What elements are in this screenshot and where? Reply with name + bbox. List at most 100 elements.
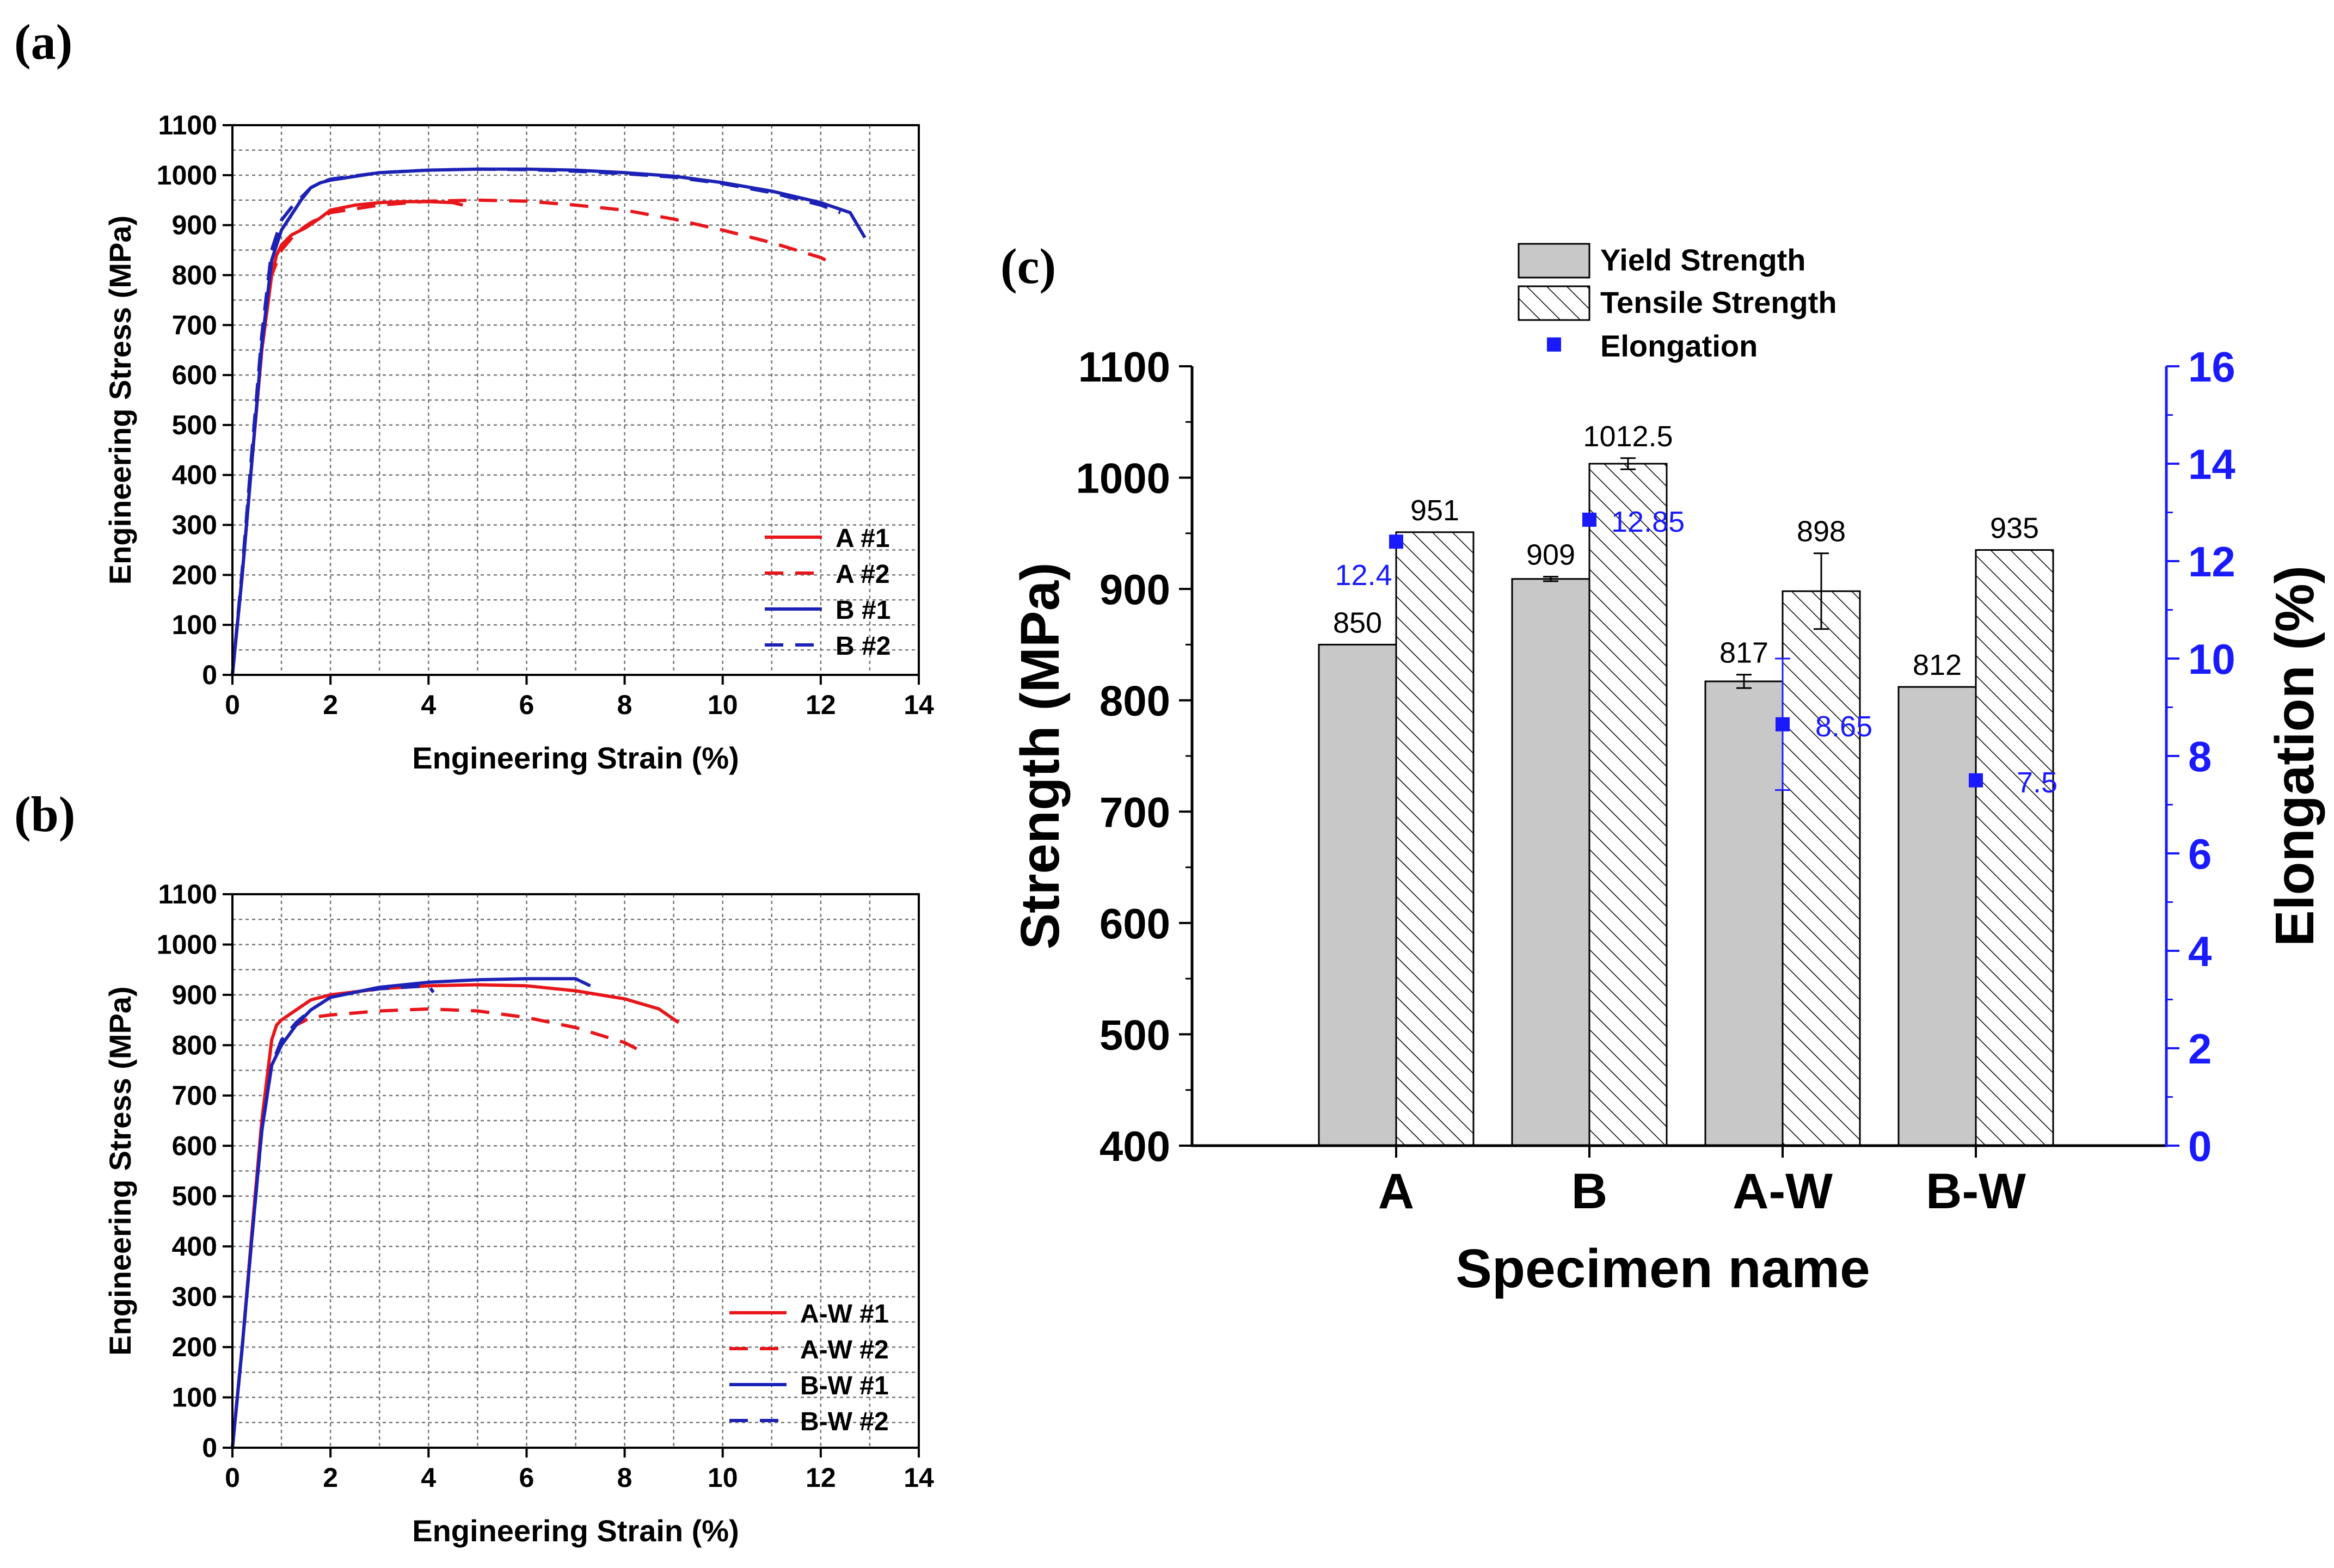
pa-series-1-line — [231, 198, 837, 675]
legend-tensile-swatch — [1518, 285, 1590, 321]
left-tick-label: 1100 — [1078, 343, 1170, 391]
pa-y-tick-label: 1100 — [158, 110, 217, 140]
pb-y-tick-label: 800 — [172, 1030, 217, 1060]
panel-a-plot-frame — [231, 124, 920, 676]
right-tick-label: 2 — [2188, 1025, 2212, 1073]
pa-series-2-line — [231, 167, 867, 675]
panel-a-series-lines — [231, 167, 867, 675]
left-tick-label: 700 — [1100, 788, 1170, 836]
yield-value-label-3: 812 — [1913, 649, 1962, 681]
yield-value-label-2: 817 — [1719, 637, 1768, 669]
pa-x-tick-label: 2 — [323, 690, 338, 720]
pa-x-tick-label: 4 — [421, 690, 436, 720]
yield-bar-1 — [1511, 578, 1590, 1147]
pa-x-tick-label: 10 — [708, 690, 738, 720]
legend-elongation-swatch — [1547, 337, 1561, 352]
pb-x-tick-label: 0 — [225, 1462, 240, 1493]
pa-x-tick-label: 0 — [225, 690, 240, 720]
panel-c-x-axis-label: Specimen name — [1455, 1238, 1870, 1299]
pb-legend-label-3: B-W #2 — [800, 1407, 889, 1436]
right-tick-label: 4 — [2188, 927, 2212, 975]
pb-x-tick-label: 10 — [708, 1462, 738, 1493]
tensile-value-label-0: 951 — [1410, 494, 1459, 527]
panel-c-strength-bar-chart: 85095112.49091012.512.858178988.65812935… — [1010, 243, 2325, 1299]
pa-y-tick-label: 300 — [172, 510, 217, 540]
panel-a-x-axis-label: Engineering Strain (%) — [412, 741, 739, 775]
panel-a-grid — [232, 125, 919, 675]
pa-y-tick-label: 600 — [172, 360, 217, 390]
right-tick-label: 6 — [2188, 830, 2212, 878]
panel-a-y-tick-labels: 0 100 200 300 400 500 600 700 800 900 1000 1100 — [157, 110, 232, 690]
right-tick-label: 8 — [2188, 733, 2212, 780]
pa-y-tick-label: 800 — [172, 260, 217, 290]
pa-x-tick-label: 6 — [519, 690, 535, 720]
tensile-bar-2 — [1782, 590, 1861, 1147]
panel-c-elongation-points — [1389, 512, 1983, 788]
panel-a-y-axis-label: Engineering Stress (MPa) — [103, 216, 137, 585]
elongation-point-0 — [1389, 534, 1403, 549]
yield-bar-3 — [1897, 686, 1977, 1147]
panel-b-stress-strain-chart: 0 2 4 6 8 10 12 14 0 100 200 300 400 500 600 700 800 900… — [103, 879, 934, 1548]
pa-y-tick-label: 1000 — [157, 160, 217, 190]
pb-y-tick-label: 700 — [172, 1080, 217, 1111]
panel-c-label: (c) — [1000, 238, 1056, 294]
elongation-point-3 — [1969, 773, 1983, 788]
pb-y-tick-label: 0 — [202, 1432, 217, 1463]
left-tick-label: 600 — [1100, 900, 1170, 948]
panel-b-y-tick-labels: 0 100 200 300 400 500 600 700 800 900 1000 1100 — [157, 879, 232, 1463]
pb-series-1-line — [231, 1007, 640, 1448]
panel-c-left-axis-label: Strength (MPa) — [1010, 562, 1071, 949]
left-tick-label: 400 — [1100, 1122, 1170, 1170]
pb-x-tick-label: 14 — [904, 1462, 934, 1493]
legend-yield-swatch — [1518, 243, 1590, 279]
elongation-value-label-3: 7.5 — [2017, 766, 2057, 799]
legend-label-0: Yield Strength — [1600, 243, 1806, 277]
category-label-3: B-W — [1926, 1164, 2026, 1219]
yield-value-label-0: 850 — [1333, 606, 1382, 639]
pa-y-tick-label: 500 — [172, 410, 217, 440]
panel-c-right-axis-label: Elongation (%) — [2264, 565, 2325, 946]
pb-y-tick-label: 200 — [172, 1332, 217, 1362]
elongation-point-2 — [1776, 717, 1790, 731]
pa-legend-label-3: B #2 — [836, 632, 890, 661]
pb-x-tick-label: 12 — [806, 1462, 836, 1493]
pb-y-tick-label: 900 — [172, 980, 217, 1010]
panel-b-y-axis-label: Engineering Stress (MPa) — [103, 986, 137, 1355]
pa-legend-label-0: A #1 — [836, 524, 890, 553]
left-tick-label: 1000 — [1076, 454, 1170, 502]
right-tick-label: 16 — [2188, 343, 2235, 391]
panel-b-label: (b) — [14, 786, 75, 842]
elongation-value-label-2: 8.65 — [1815, 710, 1872, 743]
pb-legend-label-2: B-W #1 — [800, 1372, 889, 1400]
pa-series-3-line — [231, 167, 841, 675]
panel-b-legend: A-W #1 A-W #2 B-W #1 B-W #2 — [729, 1300, 889, 1436]
pa-y-tick-label: 0 — [202, 660, 217, 690]
tensile-value-label-2: 898 — [1797, 515, 1846, 548]
right-tick-label: 12 — [2188, 538, 2235, 586]
pa-x-tick-label: 12 — [806, 690, 836, 720]
pb-series-2-line — [231, 977, 591, 1448]
pb-y-tick-label: 400 — [172, 1231, 217, 1262]
yield-bar-2 — [1704, 680, 1784, 1147]
panel-c-bars — [1318, 463, 2054, 1147]
pb-x-tick-label: 8 — [617, 1462, 632, 1493]
pb-y-tick-label: 100 — [172, 1382, 217, 1413]
legend-label-2: Elongation — [1600, 329, 1758, 363]
pa-y-tick-label: 700 — [172, 310, 217, 340]
category-label-1: B — [1571, 1164, 1607, 1219]
pb-y-tick-label: 1100 — [158, 879, 217, 909]
pa-y-tick-label: 100 — [172, 610, 217, 640]
pb-y-tick-label: 600 — [172, 1130, 217, 1161]
panel-c-right-tick-labels: 0 2 4 6 8 10 12 14 16 — [2166, 343, 2235, 1170]
right-tick-label: 14 — [2188, 440, 2235, 488]
panel-c-category-labels: A B A-W B-W — [1378, 1164, 2026, 1219]
pa-x-tick-label: 8 — [617, 690, 632, 720]
pa-y-tick-label: 400 — [172, 460, 217, 490]
panel-b-series-lines — [231, 977, 680, 1448]
pb-series-0-line — [231, 983, 680, 1448]
elongation-value-label-0: 12.4 — [1335, 559, 1392, 592]
right-tick-label: 0 — [2188, 1122, 2212, 1170]
panel-b-plot-frame — [231, 893, 920, 1449]
pb-legend-label-1: A-W #2 — [800, 1336, 889, 1364]
